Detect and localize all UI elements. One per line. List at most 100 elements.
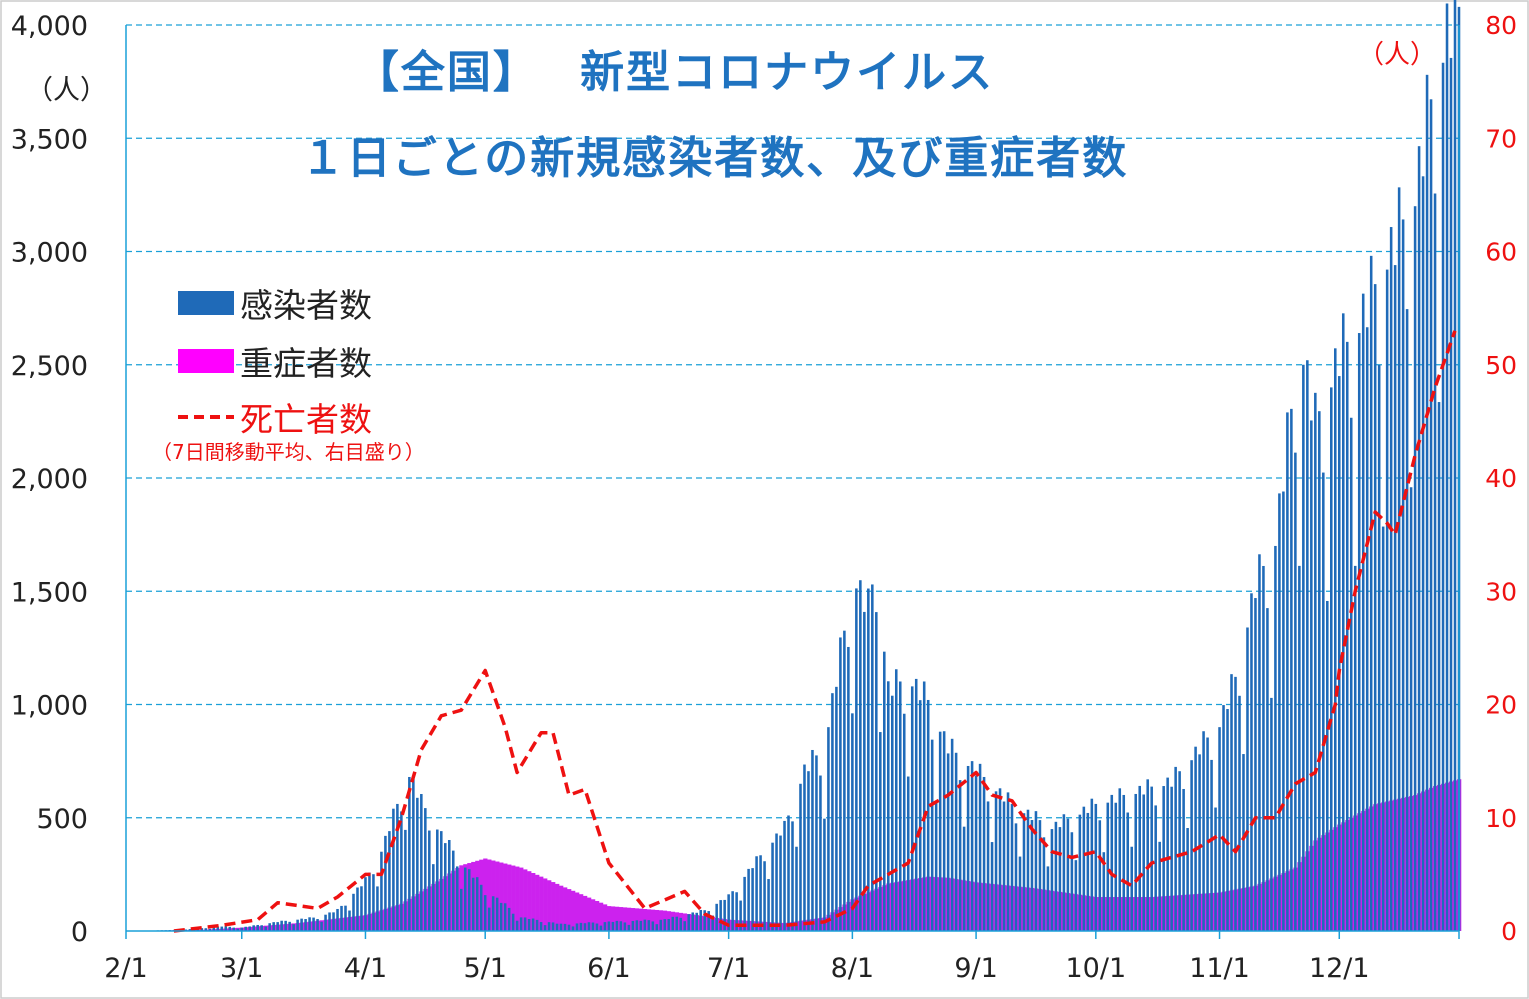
cases-bar xyxy=(368,872,371,931)
cases-bar xyxy=(1202,731,1205,931)
cases-bar xyxy=(475,877,479,931)
legend-severe: 重症者数 xyxy=(178,337,372,385)
x-axis-tick-labels: 2/1 3/1 4/1 5/1 6/1 7/1 8/1 9/1 10/1 11/1 12/1 xyxy=(104,931,1460,984)
cases-bar xyxy=(459,888,463,931)
x-tick-label: 7/1 xyxy=(707,953,750,984)
cases-bar xyxy=(432,864,435,931)
severe-bar xyxy=(551,882,556,931)
cases-bar xyxy=(519,917,523,931)
severe-bar xyxy=(602,904,608,931)
cases-bar xyxy=(831,693,834,931)
cases-bar xyxy=(631,920,635,931)
cases-bar xyxy=(300,918,303,931)
cases-bar xyxy=(847,646,850,931)
cases-bar xyxy=(962,826,966,931)
cases-bar xyxy=(1361,293,1365,931)
cases-bar xyxy=(707,911,710,931)
cases-bar xyxy=(499,902,503,931)
severe-bar xyxy=(630,908,636,931)
cases-bar xyxy=(1334,348,1337,931)
severe-bar xyxy=(598,902,604,931)
legend-cases-swatch xyxy=(178,291,234,315)
cases-bar xyxy=(1066,818,1070,931)
cases-bar xyxy=(236,928,240,931)
severe-bar xyxy=(531,873,536,931)
severe-bar xyxy=(610,906,616,931)
cases-bar xyxy=(324,914,327,931)
cases-bar xyxy=(296,919,299,931)
cases-bar xyxy=(583,923,587,931)
cases-bar xyxy=(208,928,212,931)
cases-bar xyxy=(1134,793,1138,931)
cases-bar xyxy=(1353,565,1357,931)
cases-bar xyxy=(699,909,702,931)
cases-bar xyxy=(1357,333,1361,931)
x-tick-label: 12/1 xyxy=(1309,953,1370,984)
cases-bar xyxy=(655,924,659,931)
cases-bar xyxy=(775,833,778,931)
cases-bar xyxy=(1206,737,1209,931)
severe-bar xyxy=(606,906,612,931)
cases-bar xyxy=(1310,420,1313,931)
cases-bar xyxy=(444,843,447,931)
cases-bar xyxy=(316,919,319,931)
cases-bar xyxy=(1006,792,1010,931)
severe-bar xyxy=(650,909,656,931)
cases-bar xyxy=(1234,676,1237,931)
cases-bar xyxy=(539,922,543,931)
severe-bar xyxy=(535,874,540,931)
cases-bar xyxy=(867,588,870,931)
cases-bar xyxy=(228,926,232,931)
cases-bar xyxy=(1130,846,1134,931)
cases-bar xyxy=(336,908,339,931)
right-tick-label: 30 xyxy=(1485,577,1517,606)
cases-bar xyxy=(1337,376,1341,931)
cases-bar xyxy=(1238,695,1241,931)
cases-bar xyxy=(759,855,762,931)
severe-bar xyxy=(594,900,600,931)
right-axis-unit: （人） xyxy=(1358,40,1437,70)
cases-bar xyxy=(344,905,347,931)
cases-bar xyxy=(1154,805,1157,931)
deaths-line xyxy=(173,330,1457,933)
cases-bar xyxy=(946,753,950,931)
cases-bar xyxy=(1326,600,1329,931)
cases-bar xyxy=(815,755,818,931)
cases-bar xyxy=(1118,788,1122,931)
cases-bar xyxy=(795,846,798,931)
cases-bar xyxy=(304,919,307,931)
cases-bar xyxy=(1194,746,1197,931)
cases-bar xyxy=(1306,360,1309,932)
cases-bar xyxy=(288,921,291,931)
cases-bar xyxy=(1453,0,1457,931)
cases-bar xyxy=(922,681,926,931)
cases-bar xyxy=(495,897,499,931)
severe-bar xyxy=(586,897,592,931)
cases-bar xyxy=(1082,806,1086,931)
cases-bar xyxy=(543,925,547,931)
cases-bar xyxy=(1146,779,1149,931)
cases-bar xyxy=(511,913,515,931)
cases-bar xyxy=(930,739,934,931)
cases-bar xyxy=(503,903,507,931)
cases-bar xyxy=(396,803,399,931)
left-tick-label: 2,000 xyxy=(11,464,88,495)
cases-bar xyxy=(1417,146,1421,932)
cases-bar xyxy=(440,831,443,931)
right-tick-label: 20 xyxy=(1485,691,1517,720)
cases-bar xyxy=(803,764,806,931)
cases-bar xyxy=(1078,814,1082,931)
right-tick-label: 10 xyxy=(1485,804,1517,833)
cases-bar xyxy=(204,928,208,931)
cases-bar xyxy=(974,775,978,931)
cases-bar xyxy=(747,868,750,931)
severe-bar xyxy=(570,890,576,931)
cases-bar xyxy=(463,867,467,931)
cases-bar xyxy=(352,893,355,931)
cases-bar xyxy=(515,920,519,931)
cases-bar xyxy=(1014,823,1018,931)
cases-bar xyxy=(1413,206,1417,931)
cases-bar xyxy=(571,926,575,931)
cases-bar xyxy=(1421,176,1425,931)
cases-bar xyxy=(811,749,814,931)
